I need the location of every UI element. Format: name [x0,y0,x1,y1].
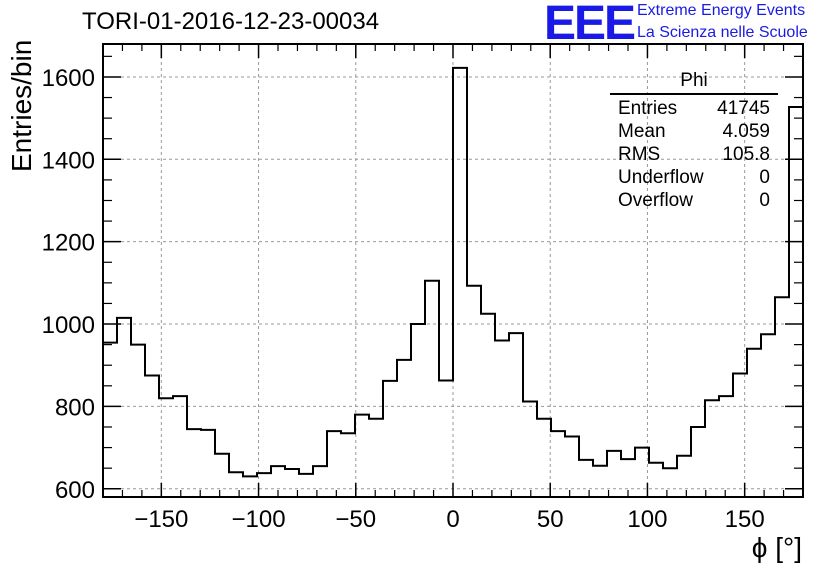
logo-line-2: La Scienza nelle Scuole [637,24,808,41]
stats-row-underflow: Underflow 0 [618,167,770,188]
plot-frame [102,43,804,498]
y-axis-label: Entries/bin [6,39,37,172]
y-tick-label: 800 [55,394,95,421]
eee-logo: EEE [544,0,636,50]
tick-labels: −150 −100 −50 0 50 100 150 600 800 1000 1200 1400 16… [42,65,765,533]
x-axis-label: ϕ [°] [751,532,802,563]
logo-line-1: Extreme Energy Events [637,2,806,19]
y-tick-label: 1600 [42,65,95,92]
x-tick-label: 0 [446,506,459,533]
stats-row-entries: Entries 41745 [618,98,770,119]
stats-box: Phi Entries 41745 Mean 4.059 RMS 105.8 Unde… [610,70,778,212]
y-tick-label: 600 [55,477,95,504]
x-tick-label: 150 [725,506,765,533]
histogram-line [103,66,803,478]
x-tick-label: 100 [627,506,667,533]
stats-row-rms: RMS 105.8 [618,144,770,165]
chart-title: TORI-01-2016-12-23-00034 [82,8,380,35]
stats-row-mean: Mean 4.059 [618,121,770,142]
y-tick-label: 1200 [42,230,95,257]
stats-row-overflow: Overflow 0 [618,190,770,211]
x-tick-label: −150 [134,506,188,533]
x-tick-label: −100 [232,506,286,533]
x-tick-label: 50 [537,506,564,533]
x-tick-label: −50 [335,506,376,533]
stats-title: Phi [610,70,778,95]
y-tick-label: 1400 [42,147,95,174]
axis-ticks [102,44,804,497]
y-tick-label: 1000 [42,312,95,339]
